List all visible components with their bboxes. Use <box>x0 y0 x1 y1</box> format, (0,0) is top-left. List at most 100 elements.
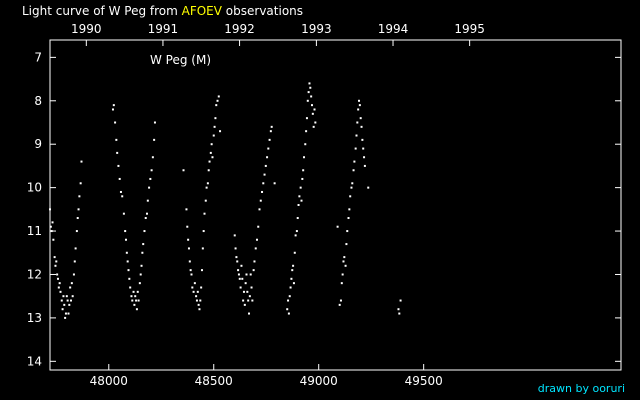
data-point <box>297 204 300 206</box>
data-point <box>128 277 131 280</box>
data-point <box>189 269 192 272</box>
data-point <box>289 286 292 289</box>
data-point <box>238 277 241 280</box>
data-point <box>116 151 119 154</box>
y-tick-label: 7 <box>34 50 42 64</box>
data-point <box>363 156 366 159</box>
data-point <box>195 299 198 302</box>
data-point <box>53 256 56 259</box>
y-tick-label: 9 <box>34 137 42 151</box>
data-point <box>310 104 313 107</box>
data-point <box>187 238 190 241</box>
data-point <box>241 277 244 280</box>
data-point <box>360 125 363 128</box>
data-point <box>341 273 344 276</box>
data-point <box>251 299 254 302</box>
data-point <box>247 299 250 302</box>
data-point <box>269 130 272 133</box>
year-tick-label: 1995 <box>454 22 485 36</box>
x-tick-label: 49000 <box>300 374 338 388</box>
title-source: AFOEV <box>181 4 222 18</box>
data-point <box>62 295 65 298</box>
data-point <box>243 303 246 306</box>
data-point <box>50 230 53 233</box>
data-point <box>187 247 190 250</box>
data-point <box>130 295 133 298</box>
data-point <box>397 308 400 311</box>
data-point <box>354 147 357 150</box>
data-point <box>245 273 248 276</box>
data-point <box>246 290 249 293</box>
data-point <box>286 308 289 311</box>
data-point <box>367 186 370 189</box>
data-point <box>197 303 200 306</box>
data-point <box>344 264 347 267</box>
data-point <box>299 186 302 189</box>
data-point <box>345 243 348 246</box>
data-point <box>74 247 77 250</box>
data-point <box>363 164 366 167</box>
data-point <box>295 230 298 233</box>
data-point <box>358 104 361 107</box>
data-point <box>264 164 267 167</box>
data-point <box>250 286 253 289</box>
data-point <box>56 277 59 280</box>
data-point <box>64 316 67 319</box>
data-point <box>182 169 185 172</box>
data-point <box>122 212 125 215</box>
data-point <box>266 156 269 159</box>
data-point <box>203 212 206 215</box>
data-point <box>215 104 218 107</box>
data-point <box>121 195 124 198</box>
data-point <box>294 234 297 237</box>
data-point <box>131 299 134 302</box>
title-suffix: observations <box>221 4 304 18</box>
data-point <box>313 108 316 111</box>
data-point <box>214 117 217 120</box>
year-tick-label: 1994 <box>378 22 409 36</box>
data-point <box>237 269 240 272</box>
x-tick-label: 48500 <box>195 374 233 388</box>
data-point <box>263 173 266 176</box>
data-point <box>298 195 301 198</box>
data-point <box>136 290 139 293</box>
data-point <box>301 177 304 180</box>
data-point <box>111 108 114 111</box>
data-point <box>296 217 299 220</box>
data-point <box>292 282 295 285</box>
data-point <box>339 299 342 302</box>
data-point <box>240 264 243 267</box>
data-point <box>200 286 203 289</box>
data-point <box>355 134 358 137</box>
data-point <box>191 286 194 289</box>
data-point <box>73 260 76 263</box>
data-point <box>114 121 117 124</box>
data-point <box>61 308 64 311</box>
data-point <box>342 260 345 263</box>
data-point <box>261 190 264 193</box>
data-point <box>242 290 245 293</box>
data-point <box>198 308 201 311</box>
data-point <box>211 156 214 159</box>
data-point <box>311 112 314 115</box>
y-tick-label: 13 <box>27 311 42 325</box>
data-point <box>124 230 127 233</box>
data-point <box>340 282 343 285</box>
data-point <box>202 230 205 233</box>
year-tick-label: 1993 <box>301 22 332 36</box>
data-point <box>204 199 207 202</box>
data-point <box>205 186 208 189</box>
data-point <box>352 169 355 172</box>
data-point <box>76 217 79 220</box>
data-point <box>132 290 135 293</box>
data-point <box>233 234 236 237</box>
data-point <box>244 282 247 285</box>
data-point <box>69 286 72 289</box>
data-point <box>129 286 132 289</box>
data-point <box>71 295 74 298</box>
data-point <box>148 186 151 189</box>
data-point <box>239 286 242 289</box>
data-point <box>237 273 240 276</box>
data-point <box>304 143 307 146</box>
y-tick-label: 14 <box>27 354 42 368</box>
